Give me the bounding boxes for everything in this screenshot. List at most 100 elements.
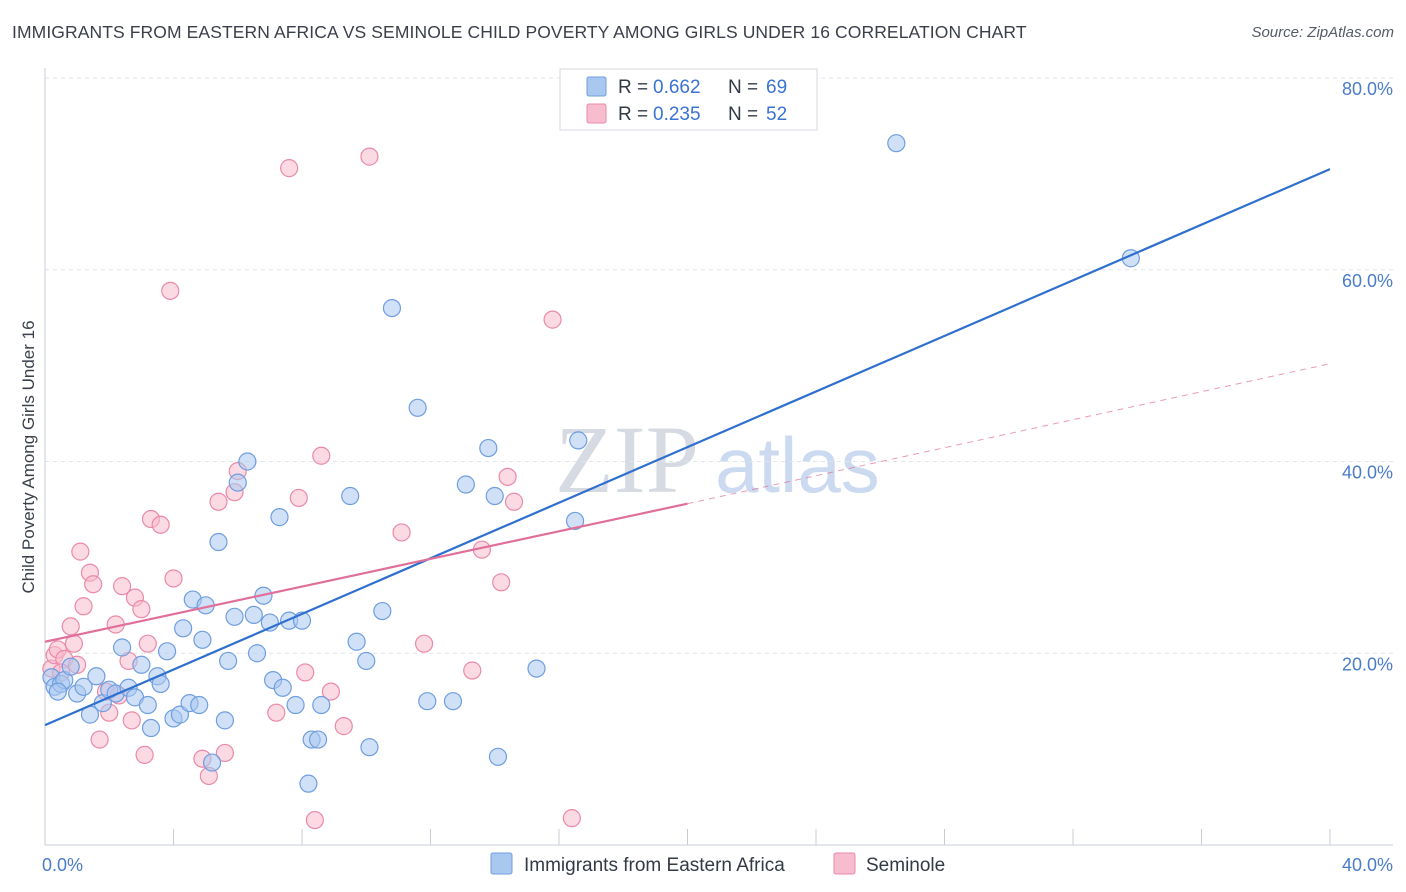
- eastern-africa-point-48: [308, 730, 328, 749]
- eastern-africa-point-29: [202, 753, 222, 772]
- eastern-africa-point-23: [174, 619, 193, 638]
- eastern-africa-point-49: [312, 695, 331, 715]
- seminole-point-48: [504, 492, 524, 511]
- eastern-africa-point-53: [360, 738, 379, 757]
- seminole-point-47: [498, 467, 517, 486]
- eastern-africa-point-36: [244, 605, 263, 625]
- x-tick-labels: 0.0% 40.0%: [42, 855, 1393, 875]
- seminole-point-21: [135, 745, 154, 764]
- seminole-point-24: [151, 515, 170, 534]
- trend-line-eastern-africa: [44, 168, 1331, 727]
- eastern-africa-point-51: [347, 632, 366, 651]
- y-tick-label-3: 80.0%: [1342, 79, 1393, 99]
- seminole-point-36: [296, 663, 315, 682]
- trend-line-seminole: [44, 502, 688, 643]
- eastern-africa-point-27: [193, 630, 212, 649]
- y-tick-labels: 20.0% 40.0% 60.0% 80.0%: [1342, 79, 1393, 674]
- seminole-point-34: [280, 159, 299, 178]
- seminole-point-44: [463, 661, 482, 680]
- seminole-point-33: [267, 703, 286, 722]
- seminole-point-40: [334, 717, 353, 736]
- series-legend-swatch-pink: [833, 852, 856, 875]
- correlation-legend: R = 0.662 N = 69 R = 0.235 N = 52: [559, 68, 818, 131]
- eastern-africa-point-35: [238, 452, 257, 471]
- seminole-point-7: [71, 542, 90, 561]
- seminole-point-30: [215, 743, 234, 763]
- legend-n-value-2: 52: [766, 104, 787, 125]
- legend-swatch-blue: [586, 76, 607, 97]
- seminole-point-20: [132, 600, 151, 619]
- seminole-point-42: [392, 523, 411, 542]
- seminole-point-16: [112, 577, 132, 596]
- seminole-point-41: [360, 147, 379, 166]
- y-tick-label-1: 40.0%: [1342, 463, 1393, 483]
- legend-r-label-1: R =: [618, 77, 648, 98]
- seminole-point-49: [543, 310, 562, 329]
- gridlines: [45, 77, 1393, 654]
- chart-title: IMMIGRANTS FROM EASTERN AFRICA VS SEMINO…: [12, 22, 1027, 42]
- y-axis-label: Child Poverty Among Girls Under 16: [19, 320, 38, 593]
- x-tick-label-0: 0.0%: [42, 855, 83, 875]
- eastern-africa-point-31: [215, 711, 234, 730]
- eastern-africa-point-50: [341, 486, 360, 506]
- seminole-point-4: [61, 617, 80, 636]
- seminole-point-50: [562, 809, 581, 828]
- seminole-point-46: [492, 573, 511, 592]
- eastern-africa-point-37: [247, 644, 267, 663]
- series-legend-label-pink: Seminole: [866, 855, 945, 876]
- legend-r-value-2: 0.235: [653, 104, 701, 125]
- y-tick-label-2: 60.0%: [1342, 271, 1393, 291]
- seminole-point-38: [312, 446, 331, 465]
- eastern-africa-point-26: [190, 695, 209, 715]
- eastern-africa-point-56: [408, 398, 427, 417]
- series-legend-swatch-blue: [490, 852, 513, 875]
- eastern-africa-point-41: [270, 508, 289, 527]
- seminole-point-8: [74, 597, 93, 616]
- eastern-africa-point-59: [456, 475, 475, 494]
- source-label: Source: ZipAtlas.com: [1251, 24, 1394, 41]
- x-tick-label-1: 40.0%: [1342, 855, 1393, 875]
- eastern-africa-point-20: [157, 642, 177, 661]
- seminole-point-37: [305, 810, 324, 830]
- eastern-africa-point-63: [527, 659, 546, 678]
- eastern-africa-point-65: [565, 511, 585, 531]
- seminole-point-29: [209, 492, 228, 511]
- eastern-africa-point-68: [48, 682, 67, 701]
- eastern-africa-point-4: [61, 657, 80, 676]
- series-seminole-points: [42, 147, 581, 830]
- y-tick-label-0: 20.0%: [1342, 654, 1393, 674]
- seminole-point-35: [289, 488, 308, 508]
- eastern-africa-point-55: [382, 299, 402, 318]
- seminole-point-26: [164, 569, 183, 588]
- seminole-point-18: [122, 711, 141, 730]
- seminole-point-22: [138, 634, 157, 653]
- eastern-africa-point-57: [418, 692, 437, 711]
- eastern-africa-point-46: [299, 774, 318, 793]
- eastern-africa-point-61: [485, 486, 504, 506]
- eastern-africa-point-44: [286, 695, 305, 715]
- eastern-africa-point-34: [228, 473, 247, 492]
- eastern-africa-point-8: [87, 667, 106, 686]
- eastern-africa-point-64: [569, 431, 588, 450]
- eastern-africa-point-32: [219, 651, 238, 671]
- eastern-africa-point-42: [273, 678, 292, 697]
- eastern-africa-point-6: [74, 677, 93, 696]
- legend-r-label-2: R =: [618, 104, 648, 125]
- eastern-africa-point-16: [138, 695, 157, 715]
- watermark-atlas: atlas: [715, 421, 880, 509]
- seminole-point-11: [90, 730, 109, 749]
- seminole-point-43: [414, 634, 434, 653]
- eastern-africa-point-33: [225, 607, 244, 626]
- axes: [44, 68, 1393, 846]
- eastern-africa-point-17: [141, 718, 161, 738]
- watermark-zip: ZIP: [555, 406, 699, 513]
- eastern-africa-point-58: [443, 692, 463, 711]
- series-legend-label-blue: Immigrants from Eastern Africa: [524, 855, 785, 876]
- eastern-africa-point-62: [488, 747, 508, 766]
- eastern-africa-point-15: [132, 655, 151, 674]
- legend-n-label-1: N =: [728, 77, 758, 98]
- seminole-point-25: [161, 281, 180, 300]
- series-eastern-africa-points: [42, 134, 1140, 793]
- seminole-point-39: [321, 682, 341, 701]
